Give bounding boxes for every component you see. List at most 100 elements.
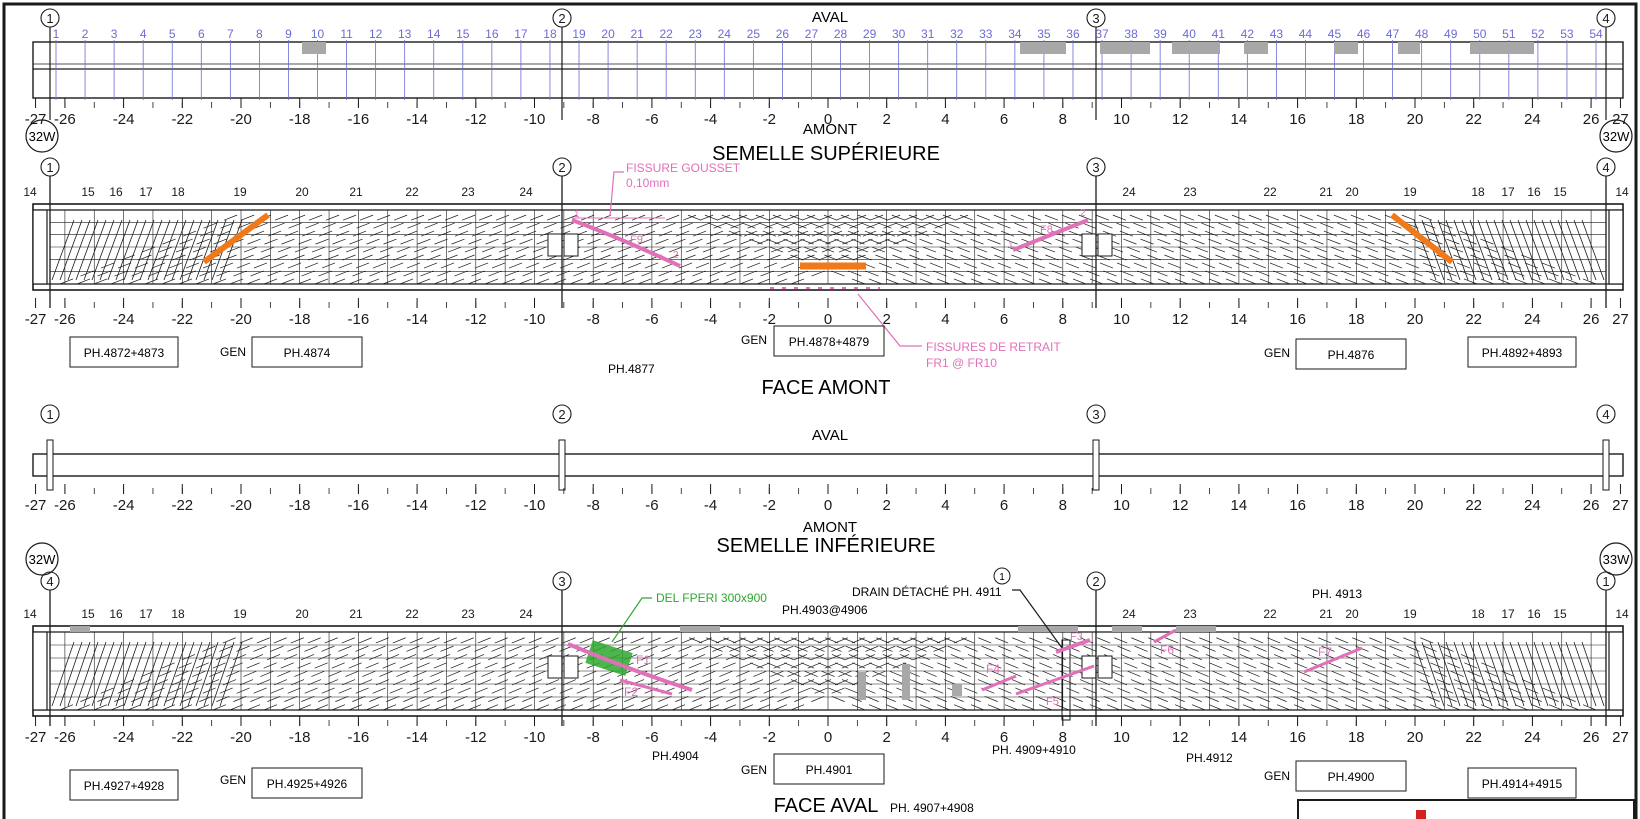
photo-ref-4877: PH.4877 [608,362,655,376]
elev-amont-diag [871,213,1053,285]
elev-amont-diag [331,213,513,285]
title-semelle-inferieure: SEMELLE INFÉRIEURE [717,534,936,557]
elev-aval-diag [1313,635,1495,711]
elev-amont-diag [837,213,1019,285]
axis-bubble-label: 1 [46,11,53,26]
elev-aval-hatch [1557,641,1581,707]
axis-bubble [552,404,572,424]
elev-aval-scale-tick-label: -16 [348,729,370,746]
elev-amont-hatch [171,219,195,281]
elev-amont-hatch [179,219,203,281]
scale-bottom-flange-tick-label: -8 [587,497,600,514]
elev-aval-hatch [179,641,203,707]
scale-bottom-flange-tick-label: 4 [941,497,949,514]
elev-aval-diag [1092,635,1274,711]
elev-amont-diag [1092,213,1274,285]
elev-aval-hatch [1485,641,1509,707]
elev-amont-hatch [139,219,163,281]
elev-amont-diag [1245,213,1427,285]
elev-amont-hatch [1525,219,1549,281]
svg-text:F4: F4 [986,662,1000,676]
crack-f9: F9 1 2 [571,209,681,268]
elev-aval-stiffener-number: 24 [519,607,533,621]
grid-number: 33 [979,27,993,41]
elev-aval-diag [195,635,377,711]
elev-aval-diag [756,635,938,711]
elev-amont-diag [314,213,496,285]
elev-amont-hatch [1565,219,1589,281]
elev-amont-diag [229,213,411,285]
elev-amont-stiffener-number: 23 [461,185,475,199]
corrosion-patch [1334,42,1358,54]
elev-amont-hatch [1485,219,1509,281]
elev-amont-scale-tick-label: 2 [883,311,891,328]
elev-aval-scale-tick-label: -22 [171,729,193,746]
grid-number: 39 [1153,27,1167,41]
elev-amont-scale-tick-label: -24 [113,311,135,328]
photo-ref-4904: PH.4904 [652,749,699,763]
elev-amont-diag [790,213,972,285]
elev-amont-diag [603,213,785,285]
elev-amont-diag [939,213,1121,285]
grid-number: 4 [140,27,147,41]
elev-amont-scale-tick-label: -6 [645,311,658,328]
svg-text:1: 1 [574,209,580,220]
elev-amont-diag [1075,213,1257,285]
elev-aval-hatch [59,641,83,707]
elev-amont-diag [620,213,802,285]
elev-aval-hatch [139,641,163,707]
elev-aval-hatch [1453,641,1477,707]
elev-amont-stiffener-number: 14 [23,185,37,199]
scale-bottom-flange-tick-label: -20 [230,497,252,514]
scale-top-tick-label: 8 [1059,111,1067,128]
grid-number: 36 [1066,27,1080,41]
elev-aval-diag [603,635,785,711]
elev-aval-scale-tick-label: 0 [824,729,832,746]
svg-text:PH.4925+4926: PH.4925+4926 [267,777,348,791]
elev-aval-diag [1296,635,1478,711]
elev-amont-scale-tick-label: 6 [1000,311,1008,328]
grid-number: 44 [1299,27,1313,41]
svg-text:PH.4878+4879: PH.4878+4879 [789,335,870,349]
elev-amont-diag [688,213,870,285]
scale-bottom-flange-tick-label: -24 [113,497,135,514]
axis-bubble [1086,404,1106,424]
elev-amont-diag [905,213,1087,285]
elev-aval-diag [739,635,921,711]
corrosion-patch [1470,42,1534,54]
elev-amont-diag [637,213,819,285]
elev-aval-hatch [1509,641,1533,707]
scale-top-tick-label: 4 [941,111,949,128]
elev-aval-diag [297,635,479,711]
elev-amont-scale-tick-label: -4 [704,311,717,328]
svg-text:F2: F2 [624,685,638,699]
elev-amont-scale-tick-label: -18 [289,311,311,328]
elev-amont-hatch [51,219,75,281]
elev-amont-diag [654,213,836,285]
elev-amont-diag [973,213,1155,285]
bottom-flange-stiffener [1602,439,1610,491]
gen-label: GEN [220,345,246,359]
axis-bubble-label: 1 [1602,574,1609,589]
elev-amont-diag [684,213,866,285]
corrosion-patch [302,42,326,54]
elev-aval-hatch [1581,641,1605,707]
svg-text:DRAIN DÉTACHÉ PH. 4911: DRAIN DÉTACHÉ PH. 4911 [852,584,1002,599]
scale-top-tick-label: 6 [1000,111,1008,128]
grid-number: 32 [950,27,964,41]
elev-amont-diag [1262,213,1444,285]
scale-bottom-flange-tick-label: 6 [1000,497,1008,514]
elev-amont-hatch [187,219,211,281]
elev-amont-scale-tick-label: -14 [406,311,428,328]
elev-amont-diag [1364,213,1546,285]
grid-number: 31 [921,27,935,41]
elev-amont-hatch [1541,219,1565,281]
elev-amont-scale-tick-label: -16 [348,311,370,328]
elev-amont-hatch [1469,219,1493,281]
grid-number: 47 [1386,27,1400,41]
elev-aval-hatch [99,641,123,707]
elev-aval-stiffener-number: 15 [81,607,95,621]
elev-amont-diag [178,213,360,285]
scale-top-tick-label: 16 [1289,111,1306,128]
corrosion-patch [858,672,866,700]
